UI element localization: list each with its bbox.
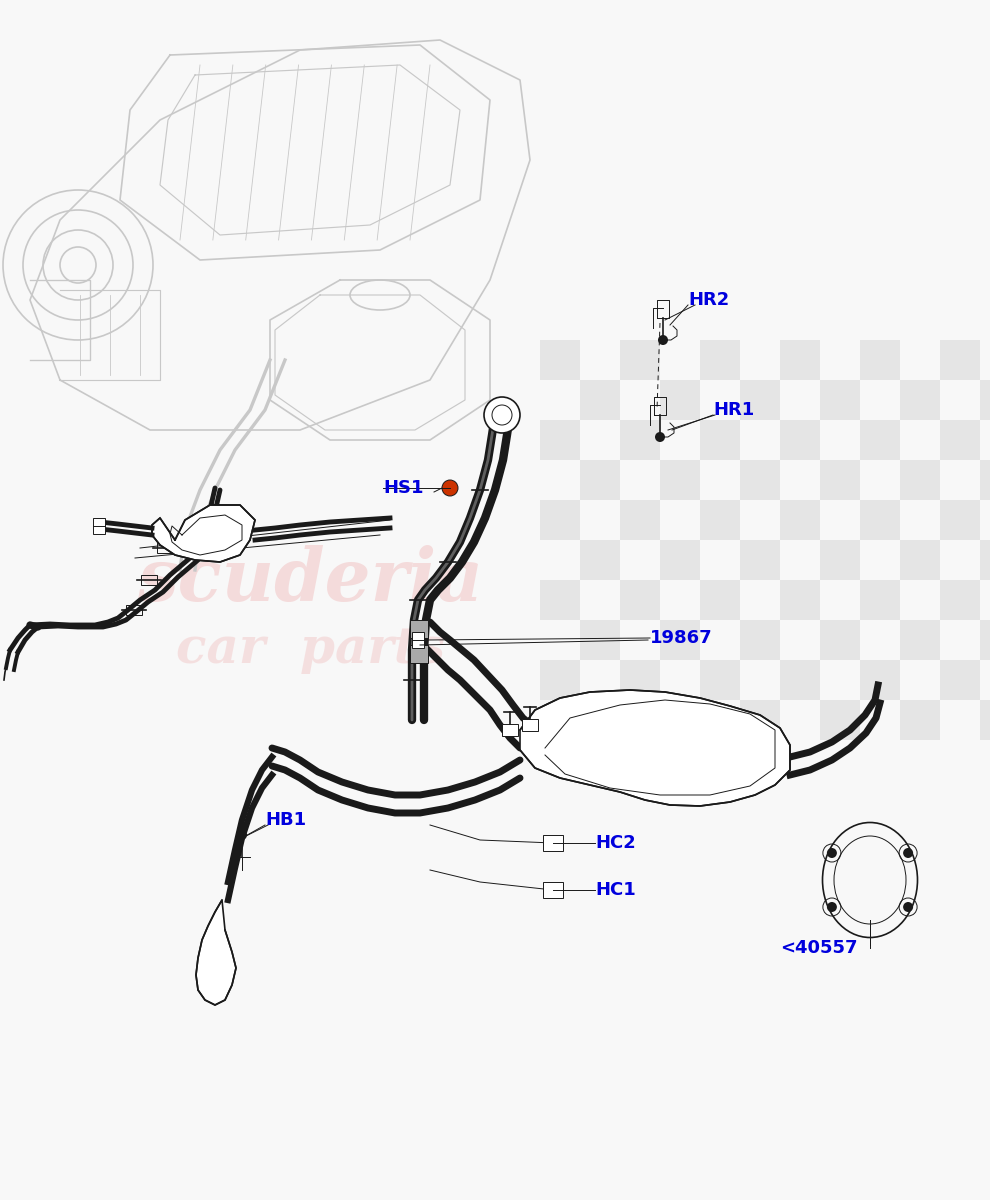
Bar: [860, 500, 900, 540]
Polygon shape: [152, 505, 255, 562]
Bar: [700, 580, 740, 620]
Polygon shape: [520, 690, 790, 806]
Bar: [580, 620, 620, 660]
Bar: [740, 540, 780, 580]
Bar: [940, 420, 980, 460]
Bar: [580, 460, 620, 500]
Bar: [620, 580, 660, 620]
Bar: [740, 460, 780, 500]
Circle shape: [658, 335, 668, 346]
Bar: [780, 660, 820, 700]
Bar: [900, 700, 940, 740]
Bar: [502, 724, 518, 736]
Text: HB1: HB1: [265, 811, 306, 829]
Bar: [540, 420, 580, 460]
Bar: [900, 540, 940, 580]
Bar: [940, 500, 980, 540]
Bar: [620, 660, 660, 700]
Bar: [820, 700, 860, 740]
Bar: [940, 660, 980, 700]
Bar: [540, 660, 580, 700]
Text: HS1: HS1: [383, 479, 424, 497]
Bar: [980, 620, 990, 660]
Circle shape: [827, 848, 837, 858]
Bar: [860, 340, 900, 380]
Text: HC2: HC2: [595, 834, 636, 852]
Bar: [820, 540, 860, 580]
Bar: [410, 646, 428, 662]
Bar: [740, 620, 780, 660]
Bar: [580, 380, 620, 420]
Bar: [410, 620, 428, 638]
Bar: [620, 420, 660, 460]
Bar: [660, 460, 700, 500]
Bar: [740, 380, 780, 420]
Bar: [660, 540, 700, 580]
Polygon shape: [196, 900, 236, 1006]
Bar: [93, 518, 105, 534]
Bar: [980, 700, 990, 740]
Bar: [543, 882, 563, 898]
Bar: [660, 380, 700, 420]
Text: HR1: HR1: [713, 401, 754, 419]
Bar: [980, 380, 990, 420]
Bar: [780, 420, 820, 460]
Circle shape: [903, 848, 913, 858]
Bar: [700, 420, 740, 460]
Bar: [620, 340, 660, 380]
Circle shape: [484, 397, 520, 433]
Text: <40557: <40557: [780, 938, 857, 958]
Circle shape: [903, 902, 913, 912]
Bar: [540, 580, 580, 620]
Bar: [980, 540, 990, 580]
Bar: [820, 460, 860, 500]
Circle shape: [237, 830, 247, 840]
Circle shape: [655, 432, 665, 442]
Bar: [412, 632, 424, 648]
Bar: [780, 500, 820, 540]
Bar: [522, 719, 538, 731]
Bar: [900, 380, 940, 420]
Bar: [660, 700, 700, 740]
Bar: [141, 575, 157, 584]
Bar: [820, 380, 860, 420]
Bar: [700, 500, 740, 540]
Bar: [900, 460, 940, 500]
Bar: [580, 700, 620, 740]
Bar: [540, 340, 580, 380]
Bar: [900, 620, 940, 660]
Bar: [860, 420, 900, 460]
Bar: [700, 660, 740, 700]
Bar: [126, 605, 142, 614]
Bar: [580, 540, 620, 580]
Bar: [660, 620, 700, 660]
Bar: [157, 542, 173, 553]
Bar: [940, 340, 980, 380]
Text: HC1: HC1: [595, 881, 636, 899]
Bar: [543, 835, 563, 851]
Bar: [860, 580, 900, 620]
Bar: [780, 580, 820, 620]
Bar: [860, 660, 900, 700]
Bar: [780, 340, 820, 380]
Bar: [940, 580, 980, 620]
Bar: [620, 500, 660, 540]
Text: scuderia: scuderia: [137, 545, 483, 616]
Bar: [820, 620, 860, 660]
Text: 19867: 19867: [650, 629, 713, 647]
Circle shape: [442, 480, 458, 496]
Text: HR2: HR2: [688, 290, 730, 308]
Bar: [980, 460, 990, 500]
Bar: [740, 700, 780, 740]
Bar: [540, 500, 580, 540]
Circle shape: [827, 902, 837, 912]
Text: car  parts: car parts: [175, 625, 445, 674]
Bar: [700, 340, 740, 380]
